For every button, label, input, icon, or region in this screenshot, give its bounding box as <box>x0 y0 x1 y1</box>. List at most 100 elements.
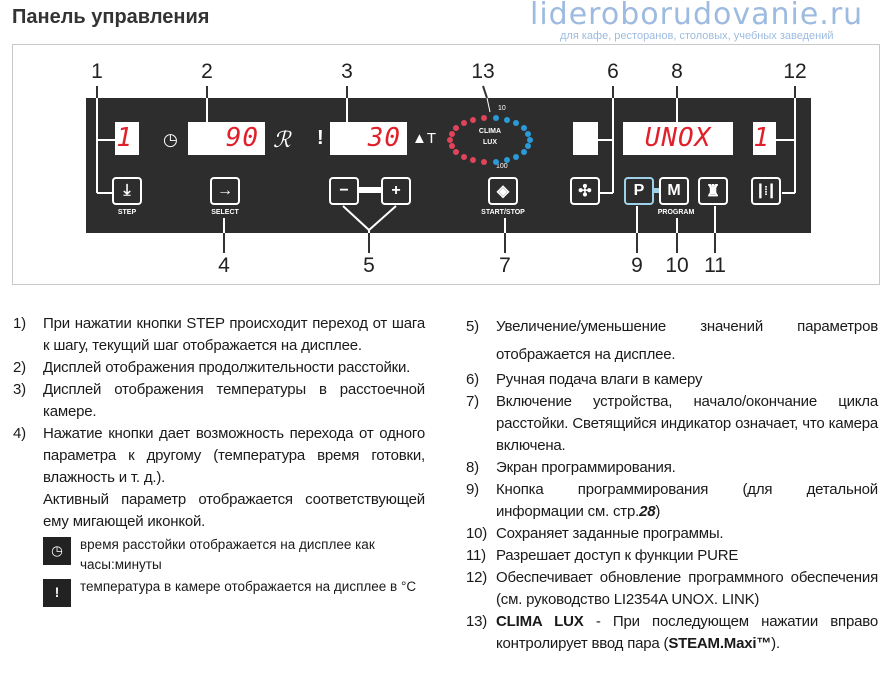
outer-leader-lines <box>96 85 796 253</box>
clima-dot-blue <box>513 153 520 160</box>
callout-12: 12 <box>783 60 807 83</box>
clima-dot-blue <box>520 125 527 132</box>
humidity-display <box>573 122 598 155</box>
list-item-8: 8) Экран программирования. <box>466 459 676 476</box>
list-item-6: 6) Ручная подача влаги в камеру <box>466 371 703 388</box>
list-item-13: 13) CLIMA LUX - При последующем нажатии в… <box>466 613 879 652</box>
clima-dot-red <box>460 120 467 127</box>
callout-11: 11 <box>704 254 726 277</box>
clima-dot-red <box>447 137 453 143</box>
page-title: Панель управления <box>12 6 210 28</box>
callout-8: 8 <box>671 60 683 83</box>
chef-icon: ♜ <box>705 183 721 200</box>
program-m-button[interactable]: M <box>659 177 689 205</box>
start-stop-button[interactable]: ◈ <box>488 177 518 205</box>
clima-dot-red <box>481 115 488 122</box>
select-label: SELECT <box>211 209 239 216</box>
callout-9: 9 <box>631 254 643 277</box>
list-item-1: 1) При нажатии кнопки STEP происходит пер… <box>13 315 425 354</box>
minus-plus-connector <box>358 187 381 193</box>
humidity-icon: ℛ <box>273 127 291 152</box>
clock-icon: ◷ <box>43 537 71 565</box>
update-icon: ┃⁞┃ <box>756 184 776 198</box>
clima-dot-blue <box>503 157 510 163</box>
clima-dot-blue <box>513 120 520 127</box>
select-arrow-icon: → <box>217 182 233 199</box>
pure-button[interactable]: ♜ <box>698 177 728 205</box>
icon-note-clock-row: ◷ время расстойки отображается на диспле… <box>43 535 425 575</box>
callout-7: 7 <box>499 254 511 277</box>
list-item-7: 7) Включение устройства, начало/окончание… <box>466 393 878 454</box>
callout-lines <box>96 85 796 253</box>
clima-dot-blue <box>525 130 532 137</box>
list-item-4: 4) Нажатие кнопки дает возможность перехо… <box>13 425 425 530</box>
callout-10: 10 <box>665 254 689 277</box>
watermark-tagline: для кафе, ресторанов, столовых, учебных … <box>560 30 834 42</box>
list-item-5: 5) Увеличение/уменьшение значений парамет… <box>466 318 878 363</box>
update-display: 1 <box>753 122 776 155</box>
step-icon: ⤓ <box>123 182 131 199</box>
temperature-display: 30 <box>330 122 407 155</box>
callout-1: 1 <box>91 60 103 83</box>
lux-label: LUX <box>483 139 497 146</box>
delta-t-label: ▲T <box>412 130 437 147</box>
clima-dot-blue <box>520 148 527 155</box>
list-item-2: 2) Дисплей отображения продолжительности … <box>13 359 411 376</box>
clima-dot-red <box>460 153 467 160</box>
list-item-3: 3) Дисплей отображения температуры в расс… <box>13 381 425 420</box>
panel-leader-lines <box>96 98 796 233</box>
clima-dot-red <box>470 116 477 123</box>
watermark: lideroborudovanie.ru для кафе, ресторано… <box>520 0 885 44</box>
fan-icon: ✣ <box>578 183 592 200</box>
clock-icon: ◷ <box>163 130 178 149</box>
callout-3: 3 <box>341 60 353 83</box>
diamond-icon: ◈ <box>496 183 510 200</box>
clima-dot-blue <box>492 115 499 122</box>
clima-dot-blue <box>492 158 499 165</box>
clima-dot-red <box>448 130 455 137</box>
diagram-frame <box>12 44 880 285</box>
humidity-button[interactable]: ✣ <box>570 177 600 205</box>
select-button[interactable]: → <box>210 177 240 205</box>
left-column: 1) При нажатии кнопки STEP происходит пер… <box>13 313 425 617</box>
clima-dot-blue <box>527 137 533 143</box>
clima-dot-red <box>453 125 460 132</box>
thermometer-icon: ! <box>317 127 324 149</box>
minus-button[interactable]: − <box>329 177 359 205</box>
program-label: PROGRAM <box>657 209 695 216</box>
clima-dot-red <box>448 143 455 150</box>
callout-13: 13 <box>471 60 495 83</box>
start-stop-label: START/STOP <box>481 209 525 216</box>
right-column: 5) Увеличение/уменьшение значений парамет… <box>466 313 879 655</box>
plus-button[interactable]: + <box>381 177 411 205</box>
clima-label: CLIMA <box>478 128 502 135</box>
program-display: UNOX <box>623 122 733 155</box>
icon-note-clock: время расстойки отображается на дисплее … <box>80 537 375 572</box>
callout-2: 2 <box>201 60 213 83</box>
clima-dot-blue <box>525 143 532 150</box>
callout-6: 6 <box>607 60 619 83</box>
clima-dot-blue <box>503 116 510 123</box>
clima-scale-top: 10 <box>498 105 506 112</box>
list-item-10: 10) Сохраняет заданные программы. <box>466 525 724 542</box>
icon-note-thermometer-row: ! температура в камере отображается на д… <box>43 577 425 617</box>
list-item-11: 11) Разрешает доступ к функции PURE <box>466 547 739 564</box>
clima-dot-red <box>470 157 477 163</box>
time-display: 90 <box>188 122 265 155</box>
callout-4: 4 <box>218 254 230 277</box>
icon-note-thermometer: температура в камере отображается на дис… <box>80 579 417 594</box>
update-button[interactable]: ┃⁞┃ <box>751 177 781 205</box>
step-button[interactable]: ⤓ <box>112 177 142 205</box>
thermometer-icon: ! <box>43 579 71 607</box>
step-label: STEP <box>117 209 137 216</box>
clima-scale-bottom: 100 <box>496 163 508 170</box>
page-reference[interactable]: 28 <box>639 503 656 520</box>
watermark-site: lideroborudovanie.ru <box>530 0 864 32</box>
list-item-9: 9) Кнопка программирования (для детальной… <box>466 481 878 520</box>
list-item-12: 12) Обеспечивает обновление программного … <box>466 569 878 608</box>
clima-dot-red <box>481 158 488 165</box>
step-display: 1 <box>115 122 139 155</box>
callout-5: 5 <box>363 254 375 277</box>
program-p-button[interactable]: P <box>624 177 654 205</box>
